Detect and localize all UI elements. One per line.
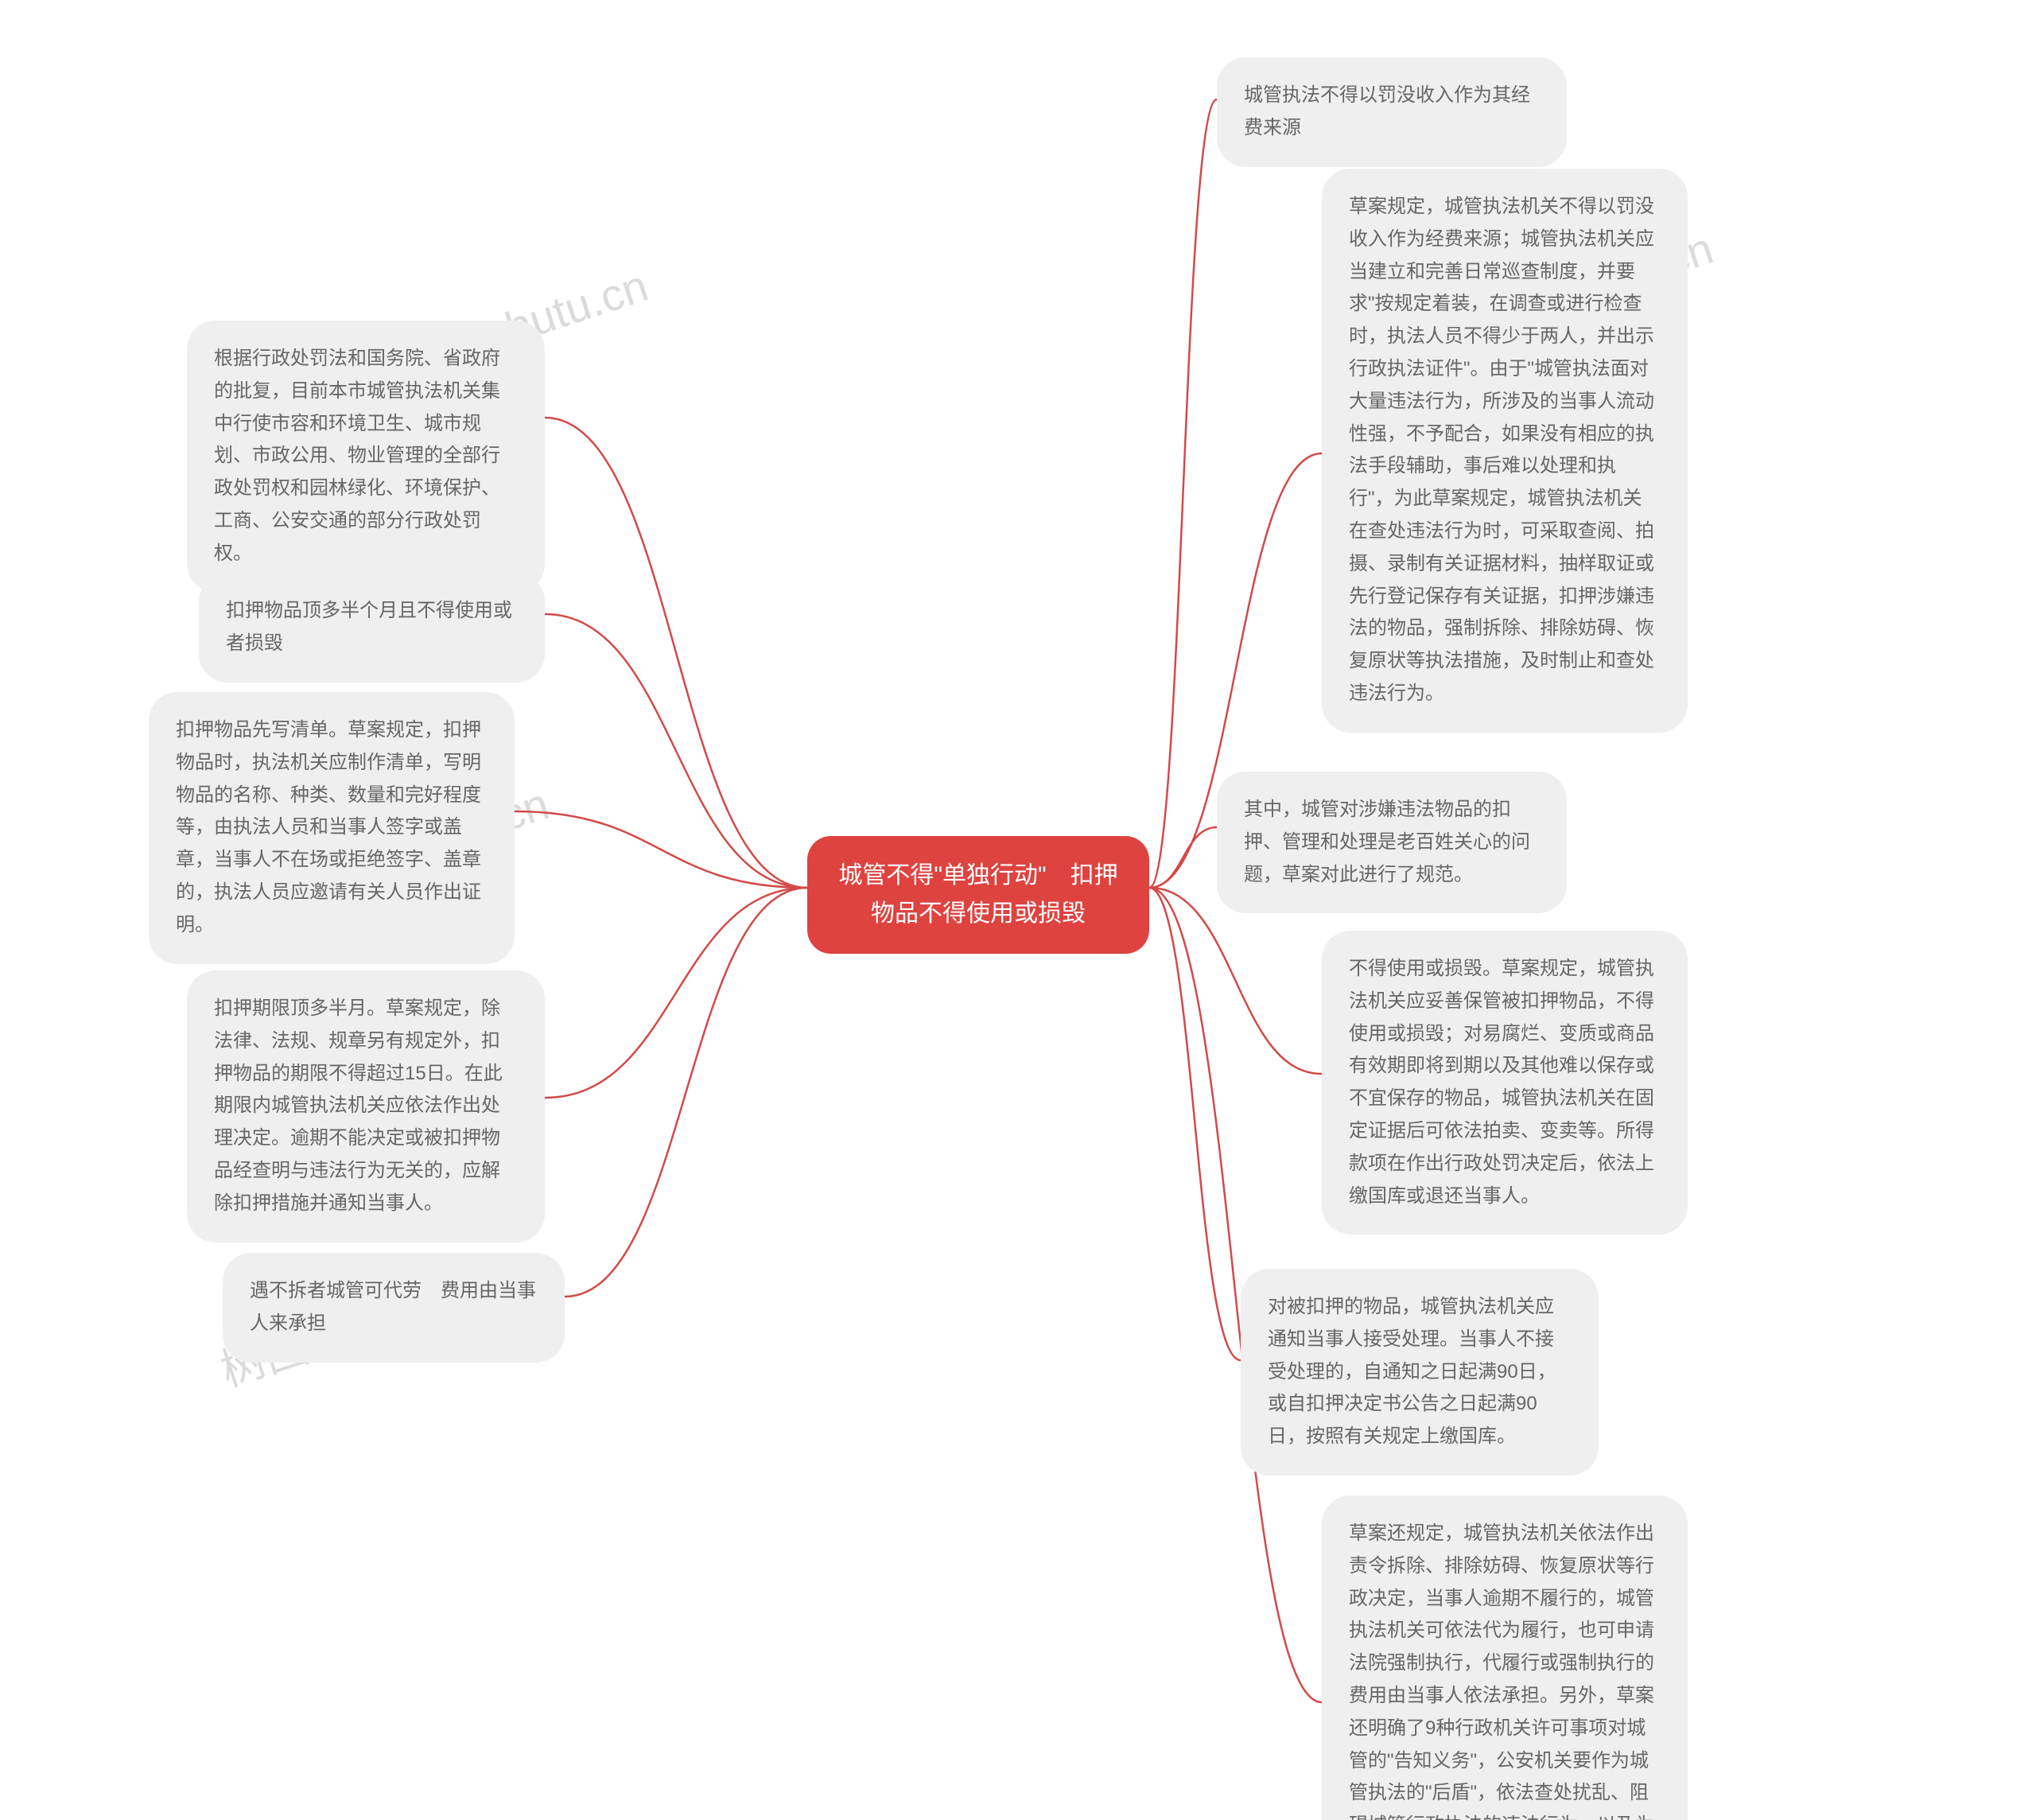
node-l2: 扣押物品顶多半个月且不得使用或者损毁 <box>199 573 545 682</box>
node-r4: 不得使用或损毁。草案规定，城管执法机关应妥善保管被扣押物品，不得使用或损毁；对易… <box>1322 931 1688 1235</box>
node-r3: 其中，城管对涉嫌违法物品的扣押、管理和处理是老百姓关心的问题，草案对此进行了规范… <box>1217 772 1567 913</box>
node-r6: 草案还规定，城管执法机关依法作出责令拆除、排除妨碍、恢复原状等行政决定，当事人逾… <box>1322 1495 1688 1820</box>
node-l4: 扣押期限顶多半月。草案规定，除法律、法规、规章另有规定外，扣押物品的期限不得超过… <box>187 970 545 1242</box>
node-r1: 城管执法不得以罚没收入作为其经费来源 <box>1217 57 1567 167</box>
node-r5: 对被扣押的物品，城管执法机关应通知当事人接受处理。当事人不接受处理的，自通知之日… <box>1241 1269 1599 1476</box>
node-r2: 草案规定，城管执法机关不得以罚没收入作为经费来源；城管执法机关应当建立和完善日常… <box>1322 169 1688 733</box>
node-l1: 根据行政处罚法和国务院、省政府的批复，目前本市城管执法机关集中行使市容和环境卫生… <box>187 321 545 593</box>
node-l3: 扣押物品先写清单。草案规定，扣押物品时，执法机关应制作清单，写明物品的名称、种类… <box>149 692 515 964</box>
center-node: 城管不得"单独行动" 扣押物品不得使用或损毁 <box>807 836 1149 954</box>
node-l5: 遇不拆者城管可代劳 费用由当事人来承担 <box>223 1253 565 1363</box>
